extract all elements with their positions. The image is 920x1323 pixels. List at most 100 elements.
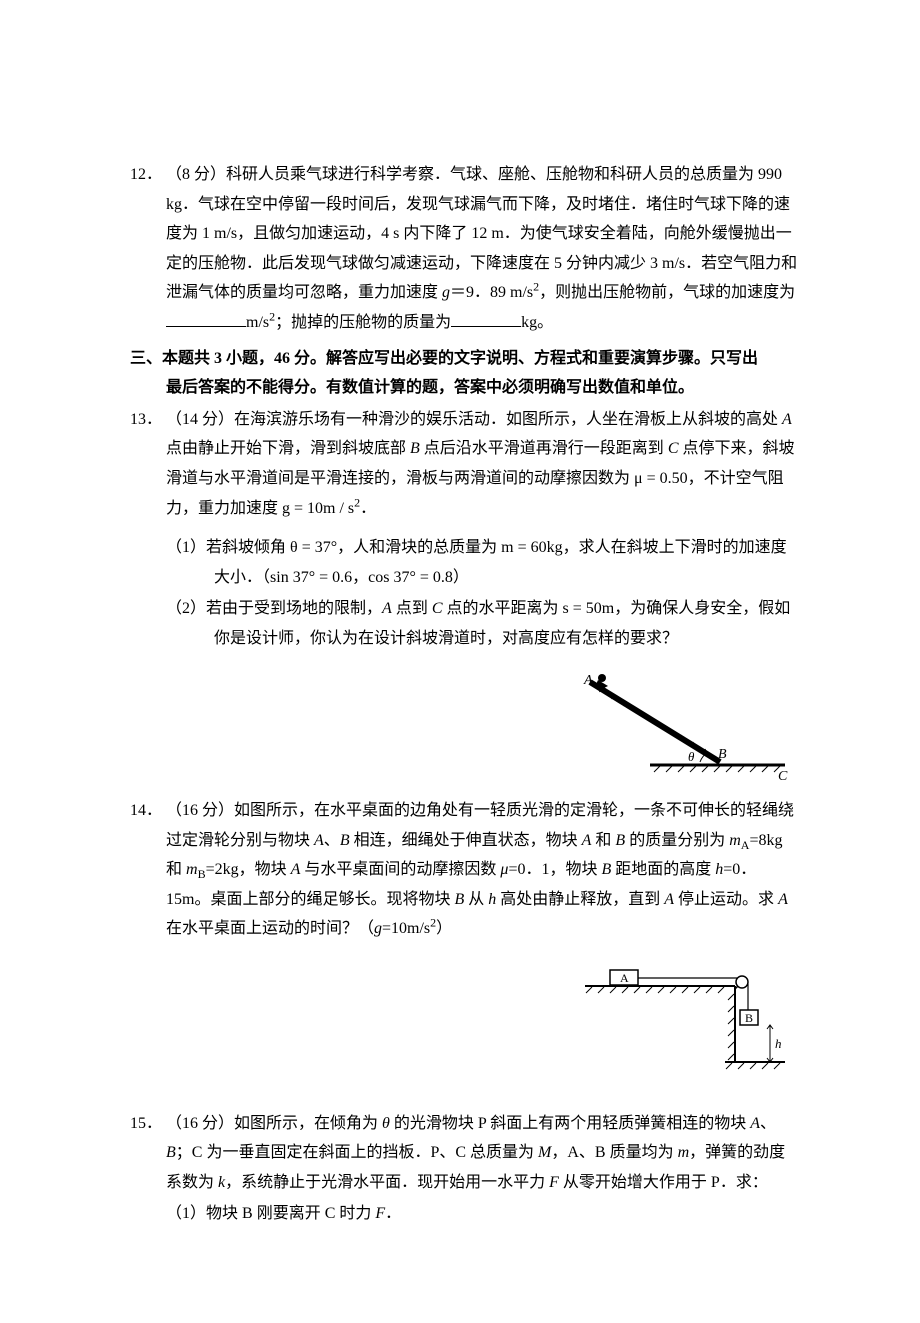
q14-B4: B xyxy=(454,891,464,908)
q14-text-j: 停止运动。求 xyxy=(674,891,778,908)
q13-sin: sin 37° = 0.6 xyxy=(270,569,352,586)
fig14-label-A: A xyxy=(620,971,629,985)
q15-p1-a: 物块 B 刚要离开 C 时力 xyxy=(206,1205,375,1222)
fig-label-B: B xyxy=(718,747,727,762)
q14-text-h: 从 xyxy=(464,891,488,908)
section-3-line1: 三、本题共 3 小题，46 分。解答应写出必要的文字说明、方程式和重要演算步骤。… xyxy=(130,344,800,374)
q15-text-d: ；C 为一垂直固定在斜面上的挡板．P、C 总质量为 xyxy=(176,1144,538,1161)
q14-B1: B xyxy=(340,832,350,849)
q13-intro-c: 点后沿水平滑道再滑行一段距离到 xyxy=(420,440,668,457)
q13-p2-C: C xyxy=(432,600,443,617)
q15-text-b: 的光滑物块 P 斜面上有两个用轻质弹簧相连的物块 xyxy=(390,1115,750,1132)
q13-C: C xyxy=(668,440,679,457)
q13-g: g = 10m / s xyxy=(282,500,354,517)
q14-g-label: g xyxy=(374,920,382,937)
q15-theta: θ xyxy=(382,1115,390,1132)
q12-text-b: ，则抛出压舱物前，气球的加速度为 xyxy=(539,284,795,301)
section-3-line2: 最后答案的不能得分。有数值计算的题，答案中必须明确写出数值和单位。 xyxy=(130,373,800,403)
q13-intro-b: 点由静止开始下滑，滑到斜坡底部 xyxy=(166,440,410,457)
q13-p1-d: ） xyxy=(453,569,469,586)
fig-label-A: A xyxy=(583,673,593,688)
q15-points: （16 分） xyxy=(166,1115,234,1132)
q13-points: （14 分） xyxy=(166,411,234,428)
q15-F: F xyxy=(549,1174,559,1191)
q12-unit-a: m/s xyxy=(246,314,269,331)
q13-m: m = 60kg xyxy=(501,539,562,556)
q12-text-a: 科研人员乘气球进行科学考察．气球、座舱、压舱物和科研人员的总质量为 990 kg… xyxy=(166,166,797,301)
q13-A: A xyxy=(782,411,792,428)
q15-p1-F: F xyxy=(375,1205,385,1222)
q14-mB-val: =2kg，物块 xyxy=(206,861,291,878)
q14-A2: A xyxy=(582,832,592,849)
q14-mu-val: =0．1，物块 xyxy=(508,861,601,878)
q13-p2-c: 点的水平距离为 xyxy=(443,600,563,617)
question-15: 15．（16 分）如图所示，在倾角为 θ 的光滑物块 P 斜面上有两个用轻质弹簧… xyxy=(130,1109,800,1229)
q12-unit-b: kg。 xyxy=(521,314,553,331)
q13-period: ． xyxy=(360,500,376,517)
q14-points: （16 分） xyxy=(166,802,234,819)
q14-text-e: 的质量分别为 xyxy=(625,832,729,849)
q13-p2-A: A xyxy=(382,600,392,617)
q14-text-b: 、 xyxy=(324,832,340,849)
q14-text-k: 在水平桌面上运动的时间？（ xyxy=(166,920,374,937)
q13-mu: μ = 0.50 xyxy=(634,470,688,487)
q14-g-val: =10m/s xyxy=(382,920,430,937)
q13-B: B xyxy=(410,440,420,457)
q14-text-l: ） xyxy=(436,920,452,937)
q14-text-g: 距地面的高度 xyxy=(611,861,715,878)
fig14-label-h: h xyxy=(775,1036,782,1051)
q14-text-f: 与水平桌面间的动摩擦因数 xyxy=(300,861,500,878)
q15-part1: （1）物块 B 刚要离开 C 时力 F． xyxy=(166,1199,800,1229)
q12-text-c: ；抛掉的压舱物的质量为 xyxy=(275,314,451,331)
q13-intro-a: 在海滨游乐场有一种滑沙的娱乐活动．如图所示，人坐在滑板上从斜坡的高处 xyxy=(234,411,782,428)
q15-text-h: 从零开始增大作用于 P．求： xyxy=(559,1174,768,1191)
incline-diagram-icon: A B C θ xyxy=(550,672,790,782)
q13-p1-b: ，人和滑块的总质量为 xyxy=(337,539,501,556)
q13-p1-a: 若斜坡倾角 xyxy=(206,539,290,556)
q15-p1-b: ． xyxy=(385,1205,401,1222)
q14-text-i: 高处由静止释放，直到 xyxy=(496,891,664,908)
q15-M: M xyxy=(538,1144,551,1161)
q15-text-a: 如图所示，在倾角为 xyxy=(234,1115,382,1132)
q14-text-c: 相连，细绳处于伸直状态，物块 xyxy=(350,832,582,849)
q15-text-e: ，A、B 质量均为 xyxy=(551,1144,677,1161)
q15-m: m xyxy=(678,1144,690,1161)
question-14: 14．（16 分）如图所示，在水平桌面的边角处有一轻质光滑的定滑轮，一条不可伸长… xyxy=(130,796,800,1083)
q14-B2: B xyxy=(615,832,625,849)
q14-A5: A xyxy=(778,891,788,908)
question-13: 13．（14 分）在海滨游乐场有一种滑沙的娱乐活动．如图所示，人坐在滑板上从斜坡… xyxy=(130,405,800,792)
section-3-header: 三、本题共 3 小题，46 分。解答应写出必要的文字说明、方程式和重要演算步骤。… xyxy=(130,344,800,403)
q12-g-label: g xyxy=(442,284,450,301)
q14-mB-label: m xyxy=(186,861,198,878)
q13-theta: θ = 37° xyxy=(290,539,337,556)
q14-mB-sub: B xyxy=(198,867,206,881)
q12-blank-mass xyxy=(451,310,521,327)
q13-s: s = 50m xyxy=(563,600,615,617)
q15-A: A xyxy=(750,1115,760,1132)
q13-figure: A B C θ xyxy=(166,672,800,793)
q12-points: （8 分） xyxy=(166,166,226,183)
q14-A4: A xyxy=(664,891,674,908)
q13-p1-num: （1） xyxy=(166,539,206,556)
q13-p2-num: （2） xyxy=(166,600,206,617)
q12-g-eq: ＝9．89 m/s xyxy=(450,284,533,301)
page: 12．（8 分）科研人员乘气球进行科学考察．气球、座舱、压舱物和科研人员的总质量… xyxy=(0,0,920,1323)
pulley-table-diagram-icon: A B h xyxy=(580,962,790,1072)
q15-p1-num: （1） xyxy=(166,1205,206,1222)
q13-p2-b: 点到 xyxy=(392,600,432,617)
q14-A1: A xyxy=(314,832,324,849)
q13-cos: cos 37° = 0.8 xyxy=(368,569,453,586)
q14-figure: A B h xyxy=(166,962,800,1083)
q12-blank-accel xyxy=(166,310,246,327)
q13-part2: （2）若由于受到场地的限制，A 点到 C 点的水平距离为 s = 50m，为确保… xyxy=(166,594,800,653)
q15-text-g: ，系统静止于光滑水平面．现开始用一水平力 xyxy=(225,1174,549,1191)
fig-label-theta: θ xyxy=(688,749,695,764)
fig-label-C: C xyxy=(778,769,788,782)
q13-comma: ， xyxy=(352,569,368,586)
q15-number: 15． xyxy=(130,1109,166,1139)
q14-mA-label: m xyxy=(729,832,741,849)
q14-text-d: 和 xyxy=(591,832,615,849)
fig14-label-B: B xyxy=(745,1011,753,1025)
q14-B3: B xyxy=(601,861,611,878)
q13-number: 13． xyxy=(130,405,166,435)
